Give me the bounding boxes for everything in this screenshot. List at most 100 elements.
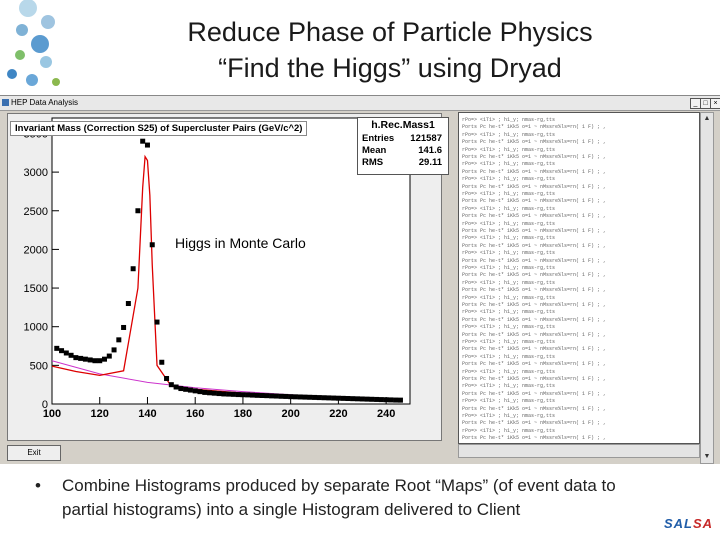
data-point: [87, 357, 93, 363]
console-line: rPo=> <1T1> ; h1_y; nmas-rg,tts: [462, 176, 556, 183]
data-point: [187, 387, 193, 393]
exit-button[interactable]: Exit: [7, 445, 61, 461]
orb: [52, 78, 60, 86]
stats-key: RMS: [362, 157, 384, 168]
x-tick-label: 140: [138, 408, 156, 420]
slide-title-line2: “Find the Higgs” using Dryad: [218, 53, 562, 83]
salsa-logo: SALSA: [664, 516, 713, 531]
logo-part: SA: [693, 516, 714, 531]
stats-value: 121587: [410, 133, 442, 144]
data-point: [192, 388, 198, 394]
y-tick-label: 1000: [24, 322, 48, 334]
console-line: rPo=> <1T1> ; h1_y; nmas-rg,tts: [462, 117, 556, 123]
data-point: [202, 389, 208, 395]
data-point: [354, 396, 360, 402]
console-line: rPo=> <1T1> ; h1_y; nmas-rg,tts: [462, 324, 556, 331]
logo-part: SAL: [664, 516, 693, 531]
data-point: [254, 392, 260, 398]
data-point: [140, 138, 146, 144]
console-line: rPo=> <1T1> ; h1_y; nmas-rg,tts: [462, 205, 556, 212]
data-point: [92, 358, 98, 364]
bullet-icon: •: [35, 476, 41, 495]
data-point: [264, 393, 270, 399]
scroll-up-arrow-icon[interactable]: ▲: [703, 115, 711, 122]
console-line: Ports Pc he-t* 1Kk5 o=1 ~ nMssre%ls=rn( …: [462, 124, 607, 131]
data-point: [235, 392, 241, 398]
console-line: rPo=> <1T1> ; h1_y; nmas-rg,tts: [462, 353, 556, 360]
stats-box: h.Rec.Mass1 Entries 121587 Mean 141.6 RM…: [357, 117, 449, 175]
data-point: [216, 391, 222, 397]
y-tick-label: 2000: [24, 244, 48, 256]
data-point: [68, 352, 74, 358]
data-point: [378, 397, 384, 403]
data-point: [288, 394, 294, 400]
data-point: [245, 392, 251, 398]
console-line: Ports Pc he-t* 1Kk5 o=1 ~ nMssre%ls=rn( …: [462, 287, 607, 294]
data-point: [135, 208, 141, 214]
data-point: [283, 393, 289, 399]
console-line: rPo=> <1T1> ; h1_y; nmas-rg,tts: [462, 235, 556, 242]
console-line: rPo=> <1T1> ; h1_y; nmas-rg,tts: [462, 427, 556, 434]
console-horizontal-scrollbar[interactable]: [458, 444, 700, 458]
console-line: Ports Pc he-t* 1Kk5 o=1 ~ nMssre%ls=rn( …: [462, 376, 607, 382]
orb: [16, 24, 28, 36]
stats-value: 141.6: [418, 145, 442, 156]
console-line: rPo=> <1T1> ; h1_y; nmas-rg,tts: [462, 413, 556, 419]
console-line: rPo=> <1T1> ; h1_y; nmas-rg,tts: [462, 250, 556, 257]
data-point: [121, 324, 127, 330]
higgs-annotation: Higgs in Monte Carlo: [175, 235, 306, 251]
data-point: [388, 397, 394, 403]
window-titlebar: HEP Data Analysis _ □ ×: [0, 96, 720, 111]
console-line: rPo=> <1T1> ; h1_y; nmas-rg,tts: [462, 131, 556, 138]
console-line: rPo=> <1T1> ; h1_y; nmas-rg,tts: [462, 339, 556, 345]
console-line: Ports Pc he-t* 1Kk5 o=1 ~ nMssre%ls=rn( …: [462, 213, 607, 220]
data-point: [259, 392, 265, 398]
data-point: [178, 386, 184, 392]
slide-title: Reduce Phase of Particle Physics “Find t…: [120, 14, 660, 86]
console-line: rPo=> <1T1> ; h1_y; nmas-rg,tts: [462, 146, 556, 153]
console-line: Ports Pc he-t* 1Kk5 o=1 ~ nMssre%ls=rn( …: [462, 228, 607, 234]
console-line: Ports Pc he-t* 1Kk5 o=1 ~ nMssre%ls=rn( …: [462, 257, 607, 264]
data-point: [292, 394, 298, 400]
orb: [41, 15, 55, 29]
console-line: rPo=> <1T1> ; h1_y; nmas-rg,tts: [462, 398, 556, 405]
stats-row: Mean 141.6: [362, 145, 444, 156]
data-point: [164, 375, 170, 381]
orb: [31, 35, 49, 53]
window-title: HEP Data Analysis: [11, 98, 78, 107]
console-line: Ports Pc he-t* 1Kk5 o=1 ~ nMssre%ls=rn( …: [462, 139, 607, 146]
x-tick-label: 240: [377, 408, 395, 420]
data-point: [144, 142, 150, 148]
data-point: [331, 395, 337, 401]
console-line: rPo=> <1T1> ; h1_y; nmas-rg,tts: [462, 279, 556, 286]
y-tick-label: 3000: [24, 167, 48, 179]
data-point: [125, 301, 131, 307]
console-line: Ports Pc he-t* 1Kk5 o=1 ~ nMssre%ls=rn( …: [462, 316, 607, 323]
data-point: [183, 386, 189, 392]
stats-value: 29.11: [418, 157, 442, 168]
data-point: [149, 242, 155, 248]
data-point: [321, 395, 327, 401]
data-point: [269, 393, 275, 399]
console-scrollbar[interactable]: ▲ ▼: [700, 112, 714, 464]
close-button[interactable]: ×: [710, 98, 720, 109]
data-point: [230, 391, 236, 397]
y-tick-label: 0: [42, 399, 48, 411]
plot-title: Invariant Mass (Correction S25) of Super…: [10, 121, 308, 136]
console-line: Ports Pc he-t* 1Kk5 o=1 ~ nMssre%ls=rn( …: [462, 183, 607, 190]
console-output[interactable]: rPo=> <1T1> ; h1_y; nmas-rg,tts Ports Pc …: [458, 112, 700, 444]
console-line: rPo=> <1T1> ; h1_y; nmas-rg,tts: [462, 368, 556, 375]
data-point: [173, 384, 179, 390]
app-icon: [2, 99, 9, 106]
console-line: Ports Pc he-t* 1Kk5 o=1 ~ nMssre%ls=rn( …: [462, 168, 607, 175]
data-point: [159, 359, 165, 365]
y-tick-label: 2500: [24, 206, 48, 218]
data-point: [364, 396, 370, 402]
data-point: [73, 355, 79, 361]
data-point: [278, 393, 284, 399]
data-point: [97, 358, 103, 364]
stats-name: h.Rec.Mass1: [371, 119, 435, 131]
scroll-down-arrow-icon[interactable]: ▼: [703, 453, 711, 460]
data-point: [397, 397, 403, 403]
